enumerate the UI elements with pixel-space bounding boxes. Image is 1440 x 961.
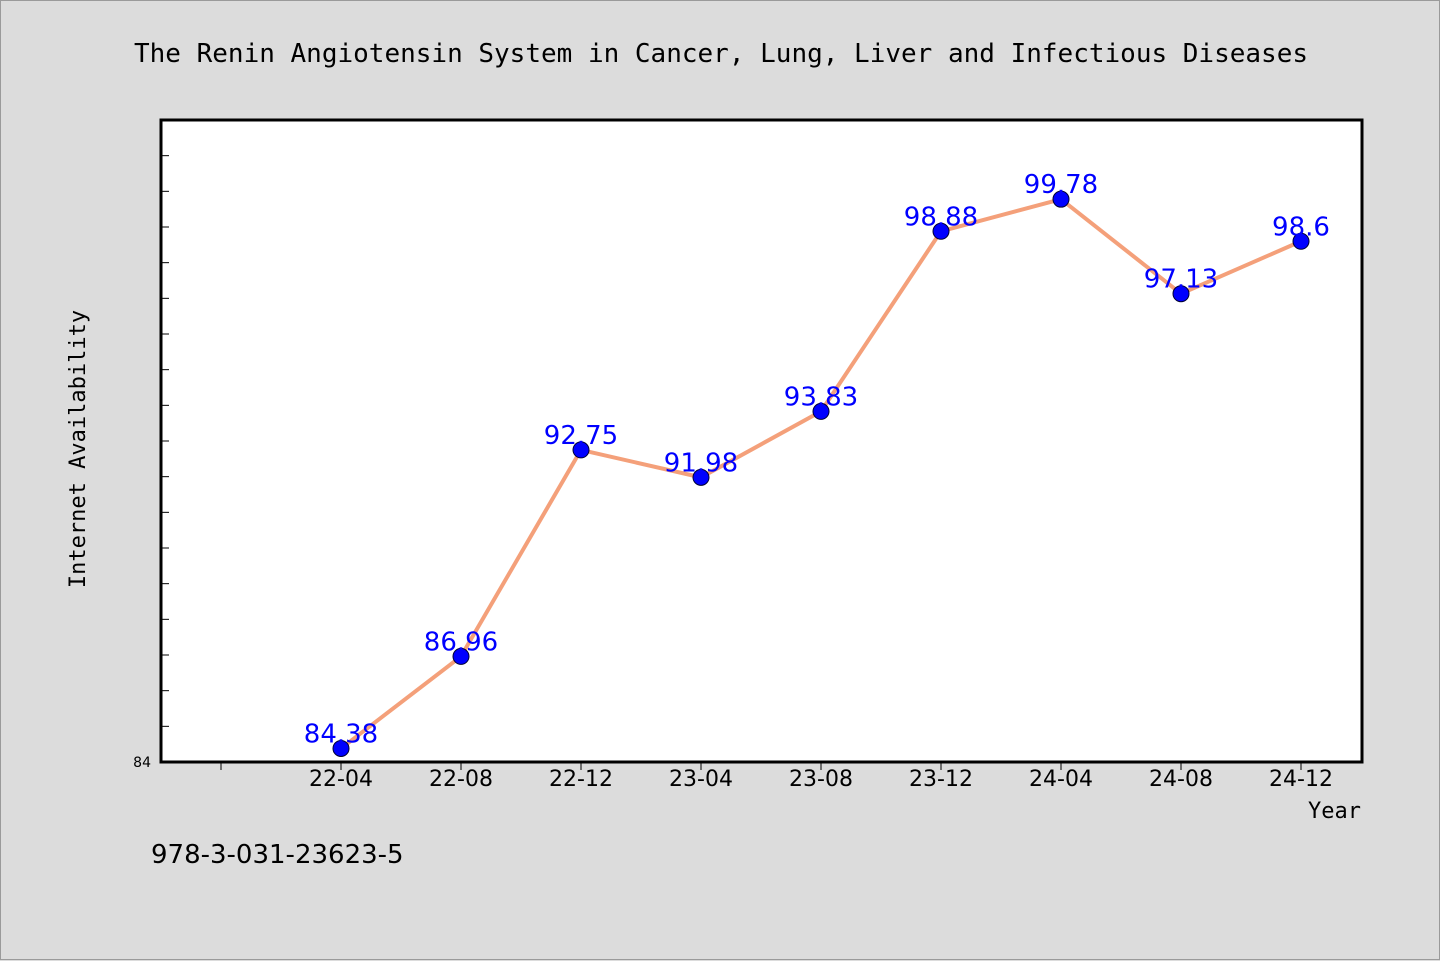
data-label: 93.83 [784, 382, 858, 412]
x-tick-label: 24-08 [1149, 767, 1213, 792]
x-tick-label: 23-04 [669, 767, 733, 792]
x-tick-label: 22-12 [549, 767, 613, 792]
data-point [1172, 285, 1190, 303]
data-point [1052, 190, 1070, 208]
x-tick-label: 24-04 [1029, 767, 1093, 792]
data-label-layer: 84.38 86.96 92.75 91.98 93.83 98.88 99.78 97.13… [304, 170, 1330, 749]
data-point [452, 647, 470, 665]
chart-title: The Renin Angiotensin System in Cancer, … [134, 39, 1308, 69]
data-point [332, 739, 350, 757]
y-axis-ticks [161, 155, 169, 727]
footer-isbn: 978-3-031-23623-5 [151, 840, 404, 870]
data-point [932, 222, 950, 240]
data-label: 97.13 [1144, 265, 1218, 295]
x-axis-label: Year [1308, 799, 1361, 824]
data-label: 92.75 [544, 421, 618, 451]
data-point [572, 441, 590, 459]
plot-area [159, 118, 1364, 764]
data-point [812, 402, 830, 420]
x-tick-label: 24-12 [1269, 767, 1333, 792]
data-label: 98.6 [1272, 212, 1330, 242]
x-axis-ticks [220, 762, 1302, 770]
data-label: 84.38 [304, 719, 378, 749]
x-tick-label: 22-04 [309, 767, 373, 792]
x-tick-label: 23-08 [789, 767, 853, 792]
data-label: 86.96 [424, 627, 498, 657]
x-axis-tick-labels: 22-04 22-08 22-12 23-04 23-08 23-12 24-04 24-08… [309, 767, 1333, 792]
x-tick-label: 22-08 [429, 767, 493, 792]
series-layer [332, 190, 1310, 757]
y-axis-label: Internet Availability [66, 310, 91, 588]
data-label: 98.88 [904, 202, 978, 232]
x-tick-label: 23-12 [909, 767, 973, 792]
data-point [692, 468, 710, 486]
data-point [1292, 232, 1310, 250]
data-label: 91.98 [664, 448, 738, 478]
data-label: 99.78 [1024, 170, 1098, 200]
y-axis-min-label: 84 [133, 755, 151, 771]
